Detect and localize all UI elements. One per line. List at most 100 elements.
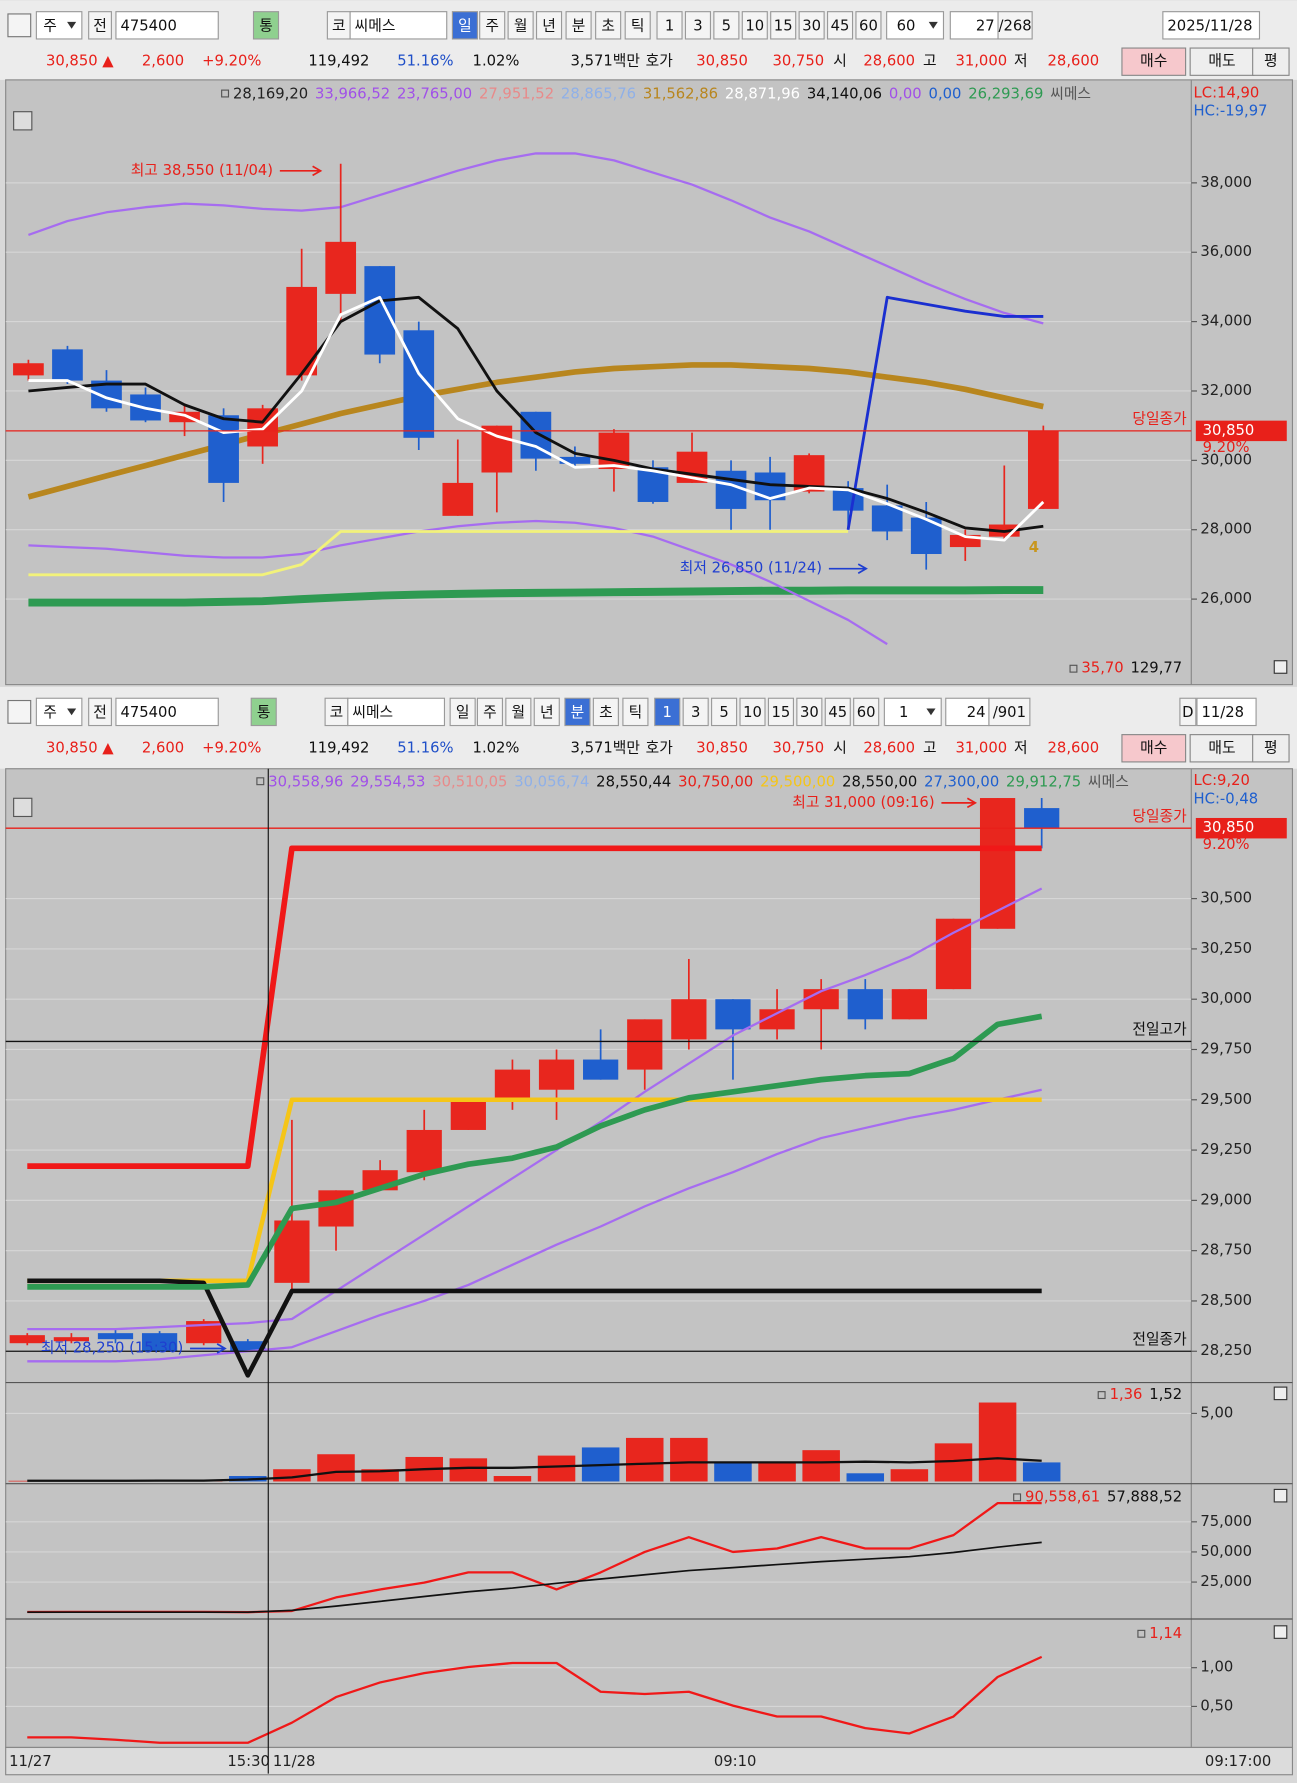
toolbar-label: 1 bbox=[899, 704, 908, 721]
toolbar-button[interactable] bbox=[713, 11, 740, 40]
toolbar-button[interactable] bbox=[347, 697, 446, 727]
toolbar-button[interactable] bbox=[252, 11, 280, 40]
candle-body bbox=[9, 1335, 45, 1344]
candle-body bbox=[286, 286, 318, 376]
panel-icon[interactable] bbox=[13, 797, 33, 818]
panel-value-label: 90,558,61 bbox=[1025, 1488, 1100, 1505]
toolbar-button[interactable] bbox=[739, 697, 766, 727]
toolbar-button[interactable] bbox=[476, 697, 503, 727]
toolbar-button[interactable] bbox=[654, 697, 681, 727]
toolbar-label: 60 bbox=[897, 17, 916, 34]
toolbar-button[interactable] bbox=[592, 697, 619, 727]
price-change: 9.20% bbox=[1203, 439, 1250, 456]
legend-label: 27,300,00 bbox=[924, 773, 999, 790]
toolbar-button[interactable] bbox=[796, 697, 823, 727]
toolbar-button[interactable] bbox=[624, 11, 651, 40]
toolbar-button[interactable] bbox=[711, 697, 738, 727]
toolbar-button[interactable] bbox=[88, 11, 112, 40]
reference-label: 당일종가 bbox=[1132, 808, 1187, 825]
toolbar-button[interactable] bbox=[1179, 697, 1197, 727]
toolbar-button[interactable] bbox=[564, 697, 591, 727]
panel-bg bbox=[5, 79, 1294, 686]
plot bbox=[5, 152, 1192, 646]
order-button[interactable] bbox=[1121, 734, 1187, 763]
order-button[interactable] bbox=[1252, 47, 1290, 76]
quote-text: 시 bbox=[833, 53, 847, 70]
y-tick-label: 30,000 bbox=[1200, 990, 1252, 1007]
order-button[interactable] bbox=[1189, 47, 1255, 76]
toolbar-button[interactable] bbox=[853, 697, 880, 727]
panel-close[interactable] bbox=[1273, 1386, 1288, 1401]
toolbar-button[interactable] bbox=[449, 697, 476, 727]
toolbar-button[interactable] bbox=[115, 697, 219, 727]
toolbar-button[interactable] bbox=[88, 697, 112, 727]
annotation-arrow bbox=[279, 165, 323, 177]
panel-close[interactable] bbox=[1273, 1625, 1288, 1639]
toolbar-button[interactable] bbox=[565, 11, 592, 40]
toolbar-button[interactable] bbox=[997, 11, 1033, 40]
y-tick-label: 1,00 bbox=[1200, 1659, 1233, 1676]
toolbar-button[interactable] bbox=[115, 11, 219, 40]
toolbar-button[interactable] bbox=[1162, 11, 1261, 40]
toolbar-button[interactable] bbox=[824, 697, 851, 727]
y-tick-label: 30,250 bbox=[1200, 940, 1252, 957]
order-button[interactable] bbox=[1252, 734, 1290, 763]
legend-label: 30,510,05 bbox=[432, 773, 507, 790]
candle-body bbox=[871, 505, 903, 532]
toolbar-button[interactable] bbox=[988, 697, 1031, 727]
toolbar-button[interactable] bbox=[770, 11, 797, 40]
panel-icon[interactable] bbox=[13, 111, 33, 131]
volume-bar bbox=[8, 1480, 47, 1482]
toolbar-icon[interactable] bbox=[7, 699, 32, 724]
quote-text: 1.02% bbox=[473, 739, 520, 756]
quote-text: 시 bbox=[833, 739, 847, 756]
y-tick-label: 34,000 bbox=[1200, 313, 1252, 330]
indicator-line bbox=[846, 295, 1044, 530]
order-button[interactable] bbox=[1121, 47, 1187, 76]
toolbar-button[interactable] bbox=[535, 11, 563, 40]
toolbar-button[interactable] bbox=[622, 697, 649, 727]
toolbar-button[interactable] bbox=[349, 11, 448, 40]
toolbar-button[interactable] bbox=[741, 11, 768, 40]
y-tick-label: 32,000 bbox=[1200, 382, 1252, 399]
legend-label: 30,750,00 bbox=[678, 773, 753, 790]
indicator-line bbox=[28, 586, 1044, 607]
panel-close[interactable] bbox=[1273, 660, 1288, 674]
toolbar-button[interactable] bbox=[684, 11, 712, 40]
toolbar-button[interactable] bbox=[767, 697, 795, 727]
toolbar-label: 초 bbox=[599, 704, 613, 721]
toolbar-button[interactable] bbox=[451, 11, 478, 40]
legend-icon bbox=[1097, 1391, 1106, 1400]
toolbar-button[interactable] bbox=[250, 697, 277, 727]
order-button[interactable] bbox=[1189, 734, 1255, 763]
volume-bar bbox=[317, 1454, 355, 1482]
toolbar-button[interactable] bbox=[945, 697, 990, 727]
toolbar-button[interactable] bbox=[1196, 697, 1257, 727]
toolbar-label: 11/28 bbox=[1202, 704, 1245, 721]
toolbar-button[interactable] bbox=[826, 11, 854, 40]
toolbar-button[interactable] bbox=[35, 697, 83, 727]
toolbar-label: 전 bbox=[93, 704, 107, 721]
quote-text: 호가 bbox=[646, 53, 674, 70]
y-tick-label: 29,000 bbox=[1200, 1191, 1252, 1208]
toolbar-label: 분 bbox=[572, 17, 586, 34]
toolbar-icon[interactable] bbox=[7, 13, 32, 38]
toolbar-button[interactable] bbox=[505, 697, 532, 727]
toolbar-button[interactable] bbox=[35, 11, 83, 40]
toolbar-button[interactable] bbox=[798, 11, 825, 40]
toolbar-button[interactable] bbox=[595, 11, 622, 40]
toolbar-button[interactable] bbox=[479, 11, 506, 40]
toolbar-button[interactable] bbox=[682, 697, 709, 727]
toolbar-button[interactable] bbox=[656, 11, 683, 40]
candle-body bbox=[759, 1009, 795, 1030]
toolbar-button[interactable] bbox=[533, 697, 560, 727]
candle-body bbox=[538, 1059, 575, 1090]
toolbar-label: 분 bbox=[571, 704, 585, 721]
toolbar-button[interactable] bbox=[855, 11, 882, 40]
candle-body bbox=[169, 411, 200, 423]
y-tick-label: 29,750 bbox=[1200, 1040, 1252, 1057]
toolbar-button[interactable] bbox=[949, 11, 999, 40]
toolbar-button[interactable] bbox=[507, 11, 534, 40]
panel-close[interactable] bbox=[1273, 1488, 1288, 1503]
